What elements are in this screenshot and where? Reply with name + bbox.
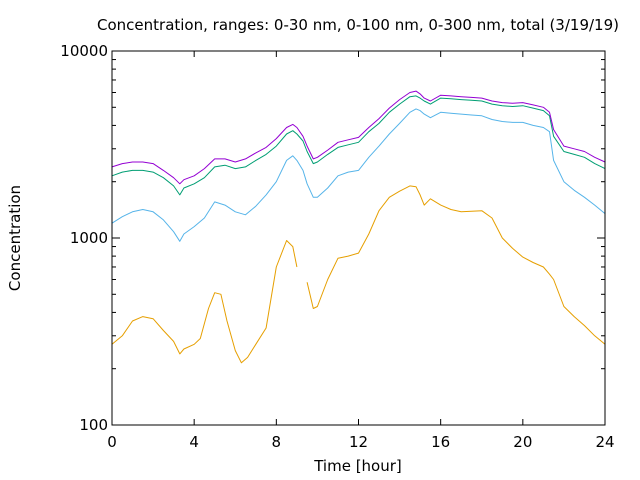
plot-frame bbox=[111, 50, 606, 426]
y-tick-label: 100 bbox=[79, 416, 108, 434]
x-tick-label: 16 bbox=[431, 433, 450, 451]
plot-lines bbox=[111, 90, 606, 364]
y-axis-label: Concentration bbox=[6, 185, 24, 291]
x-axis-label: Time [hour] bbox=[313, 457, 402, 475]
series-line-4 bbox=[111, 90, 606, 185]
x-tick-label: 24 bbox=[595, 433, 614, 451]
x-ticks: 0 4 8 12 16 20 24 bbox=[107, 51, 615, 451]
series-line-2 bbox=[111, 108, 606, 242]
y-ticks: 100 1000 10000 bbox=[60, 42, 605, 434]
x-tick-label: 0 bbox=[107, 433, 117, 451]
y-tick-label: 1000 bbox=[70, 229, 108, 247]
y-tick-label: 10000 bbox=[60, 42, 108, 60]
series-line-1 bbox=[111, 185, 606, 364]
x-tick-label: 20 bbox=[513, 433, 532, 451]
x-tick-label: 4 bbox=[189, 433, 199, 451]
series-line-3 bbox=[111, 95, 606, 196]
x-tick-label: 8 bbox=[272, 433, 282, 451]
x-tick-label: 12 bbox=[349, 433, 368, 451]
chart-title: Concentration, ranges: 0-30 nm, 0-100 nm… bbox=[97, 16, 619, 34]
